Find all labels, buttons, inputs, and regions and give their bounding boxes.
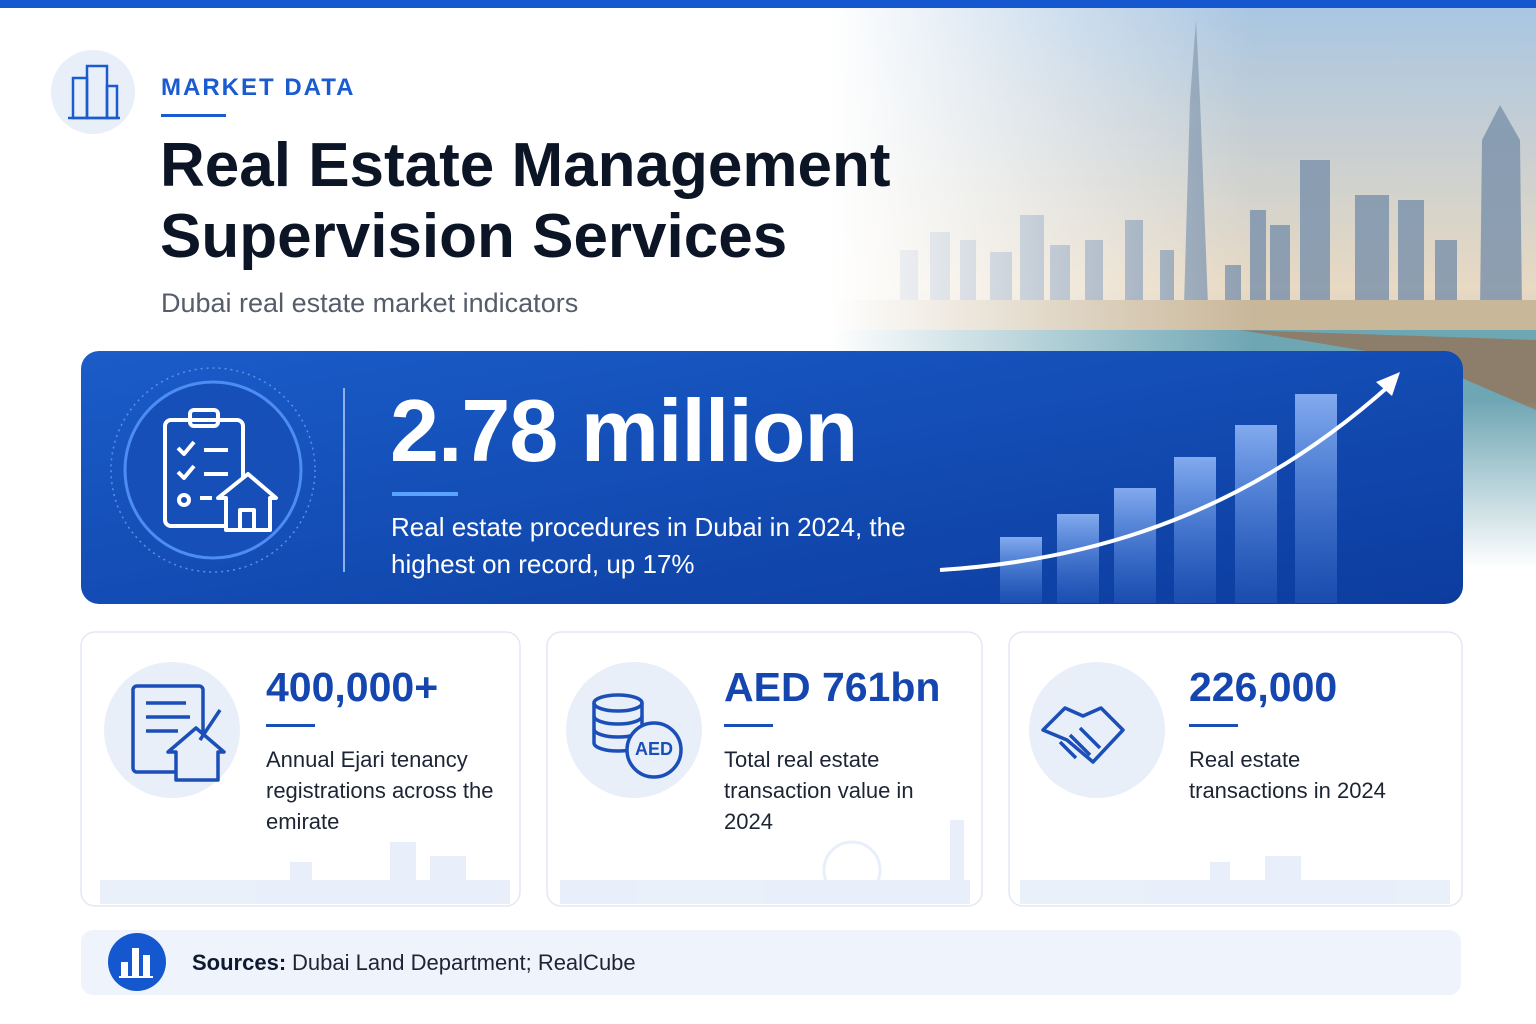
eyebrow: MARKET DATA	[161, 74, 356, 101]
card-description: Real estate transactions in 2024	[1189, 747, 1386, 803]
sources-label: Sources:	[192, 950, 287, 975]
card-description: Annual Ejari tenancy registrations acros…	[266, 747, 494, 834]
hero-value: 2.78 million	[390, 381, 858, 480]
card-value: 400,000+	[266, 664, 439, 710]
page-title: Real Estate Management Supervision Servi…	[160, 131, 891, 271]
card-value: AED 761bn	[724, 664, 941, 710]
icon-label: AED	[634, 739, 673, 759]
card-value: 226,000	[1189, 664, 1338, 710]
hero-description: Real estate procedures in Dubai in 2024,…	[391, 512, 906, 579]
subtitle: Dubai real estate market indicators	[161, 288, 579, 318]
card-description: Total real estate transaction value in 2…	[724, 747, 914, 834]
sources-text: Dubai Land Department; RealCube	[292, 950, 636, 975]
